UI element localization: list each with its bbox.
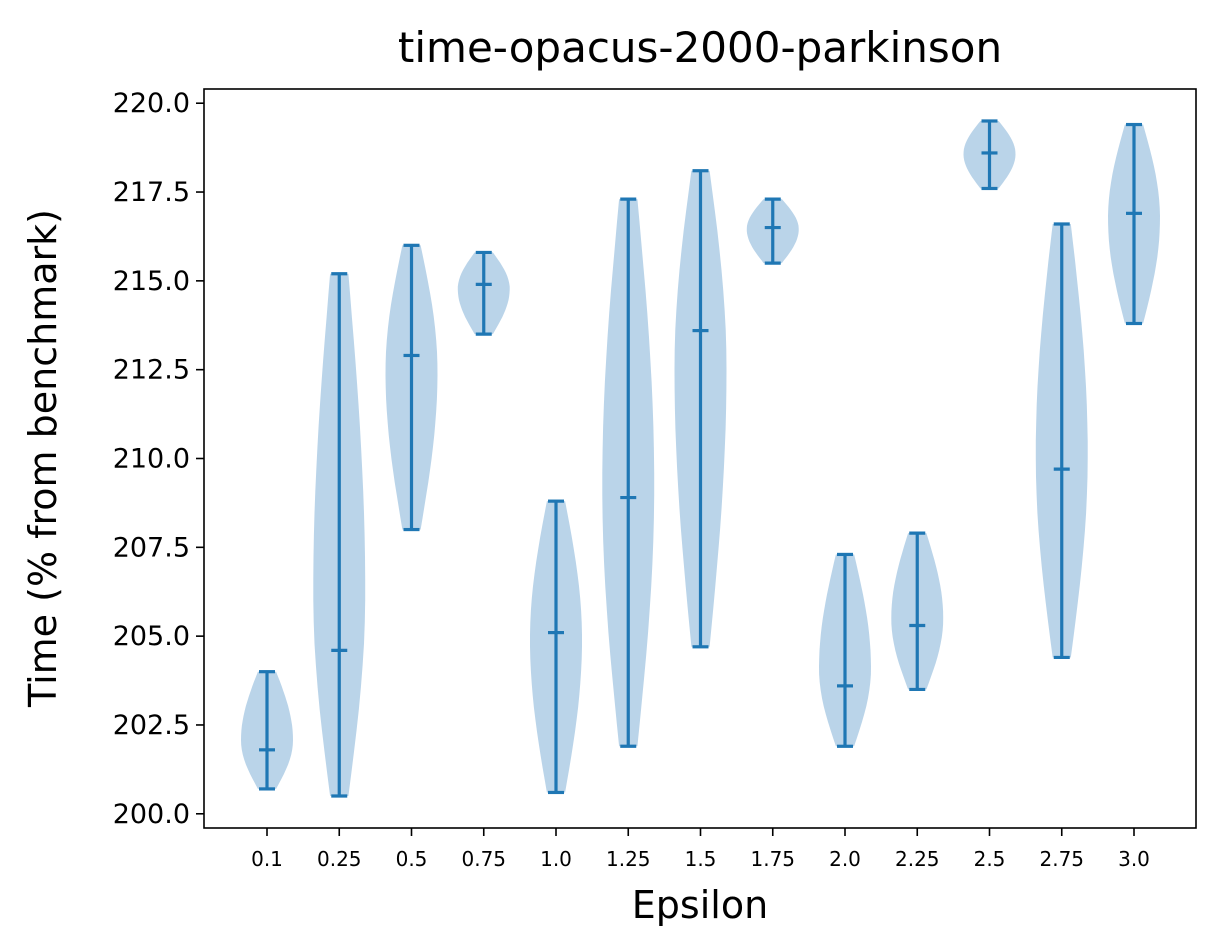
x-tick-label: 1.0 <box>540 847 572 871</box>
x-tick-label: 2.5 <box>974 847 1006 871</box>
violin-stats-0.25 <box>331 272 348 798</box>
violin-stats-1.0 <box>548 499 564 795</box>
x-tick-label: 0.5 <box>396 847 428 871</box>
violin-stats-0.5 <box>403 243 420 532</box>
x-tick-label: 0.1 <box>251 847 283 871</box>
y-tick-label: 215.0 <box>113 266 190 297</box>
x-tick-label: 1.5 <box>685 847 717 871</box>
violin-stats-0.1 <box>259 670 275 791</box>
y-axis: 200.0 202.5 205.0 207.5 210.0 212.5 215.0 217.5… <box>113 88 204 830</box>
x-tick-label: 3.0 <box>1118 847 1150 871</box>
y-tick-label: 207.5 <box>113 532 190 563</box>
x-tick-label: 2.25 <box>895 847 940 871</box>
violin-stats-3.0 <box>1126 122 1142 326</box>
x-tick-label: 2.75 <box>1039 847 1084 871</box>
x-tick-label: 2.0 <box>829 847 861 871</box>
violin-stats-1.5 <box>692 169 709 649</box>
y-tick-label: 200.0 <box>113 799 190 830</box>
violin-stats-2.5 <box>981 119 998 191</box>
stats-layer <box>259 119 1142 798</box>
violin-stats-0.75 <box>475 250 492 336</box>
violin-stats-2.25 <box>909 531 926 692</box>
x-tick-label: 0.75 <box>461 847 506 871</box>
y-tick-label: 210.0 <box>113 444 190 475</box>
y-tick-label: 202.5 <box>113 710 190 741</box>
x-tick-label: 0.25 <box>317 847 362 871</box>
chart-title: time-opacus-2000-parkinson <box>398 23 1002 72</box>
violin-stats-2.0 <box>837 552 853 748</box>
y-tick-label: 220.0 <box>113 88 190 119</box>
x-tick-label: 1.25 <box>606 847 651 871</box>
x-axis-label: Epsilon <box>632 883 768 927</box>
y-tick-label: 205.0 <box>113 621 190 652</box>
x-tick-label: 1.75 <box>750 847 795 871</box>
x-axis: 0.1 0.25 0.5 0.75 1.0 1.25 1.5 1.75 2.0 2.25 2.5 2.… <box>251 828 1150 871</box>
y-tick-label: 212.5 <box>113 355 190 386</box>
violin-stats-1.75 <box>764 197 781 265</box>
violin-stats-1.25 <box>620 197 637 748</box>
y-axis-label: Time (% from benchmark) <box>21 209 65 708</box>
violin-stats-2.75 <box>1053 222 1070 660</box>
y-tick-label: 217.5 <box>113 177 190 208</box>
